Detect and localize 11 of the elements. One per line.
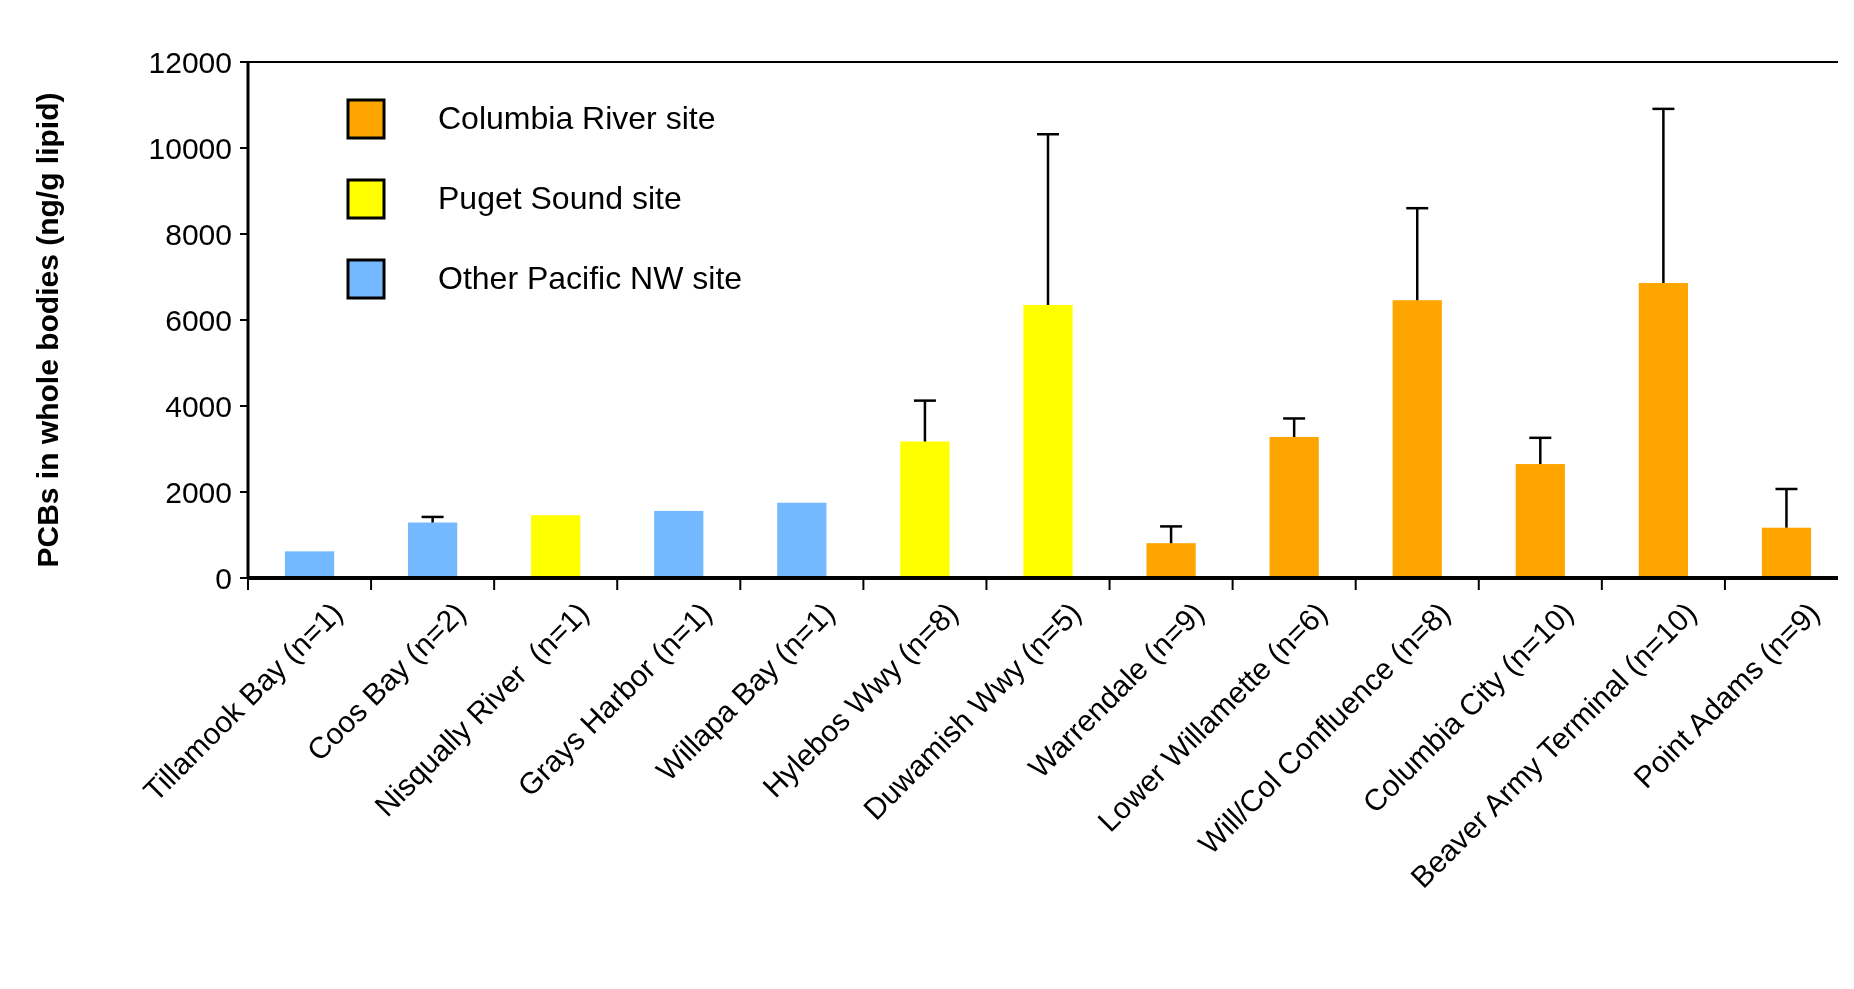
legend-label: Other Pacific NW site [438, 260, 743, 297]
y-tick-label: 12000 [148, 45, 232, 79]
y-tick-label: 10000 [148, 131, 232, 165]
y-axis-title: PCBs in whole bodies (ng/g lipid) [31, 92, 64, 568]
legend-label: Puget Sound site [438, 180, 682, 217]
y-tick-label: 8000 [165, 217, 232, 251]
y-tick-label: 0 [215, 561, 232, 595]
y-tick-label: 4000 [165, 389, 232, 423]
legend-label: Columbia River site [438, 100, 716, 137]
y-tick-label: 6000 [165, 303, 232, 337]
y-tick-label: 2000 [165, 475, 232, 509]
